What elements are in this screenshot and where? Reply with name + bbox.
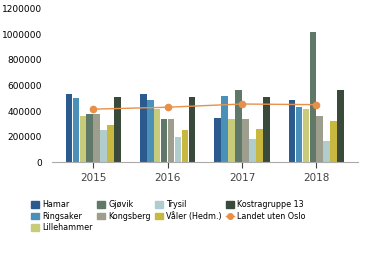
Bar [86, 114, 93, 162]
Bar [303, 109, 309, 162]
Bar [317, 116, 323, 162]
Bar [182, 130, 188, 162]
Bar [228, 119, 235, 162]
Bar [330, 121, 337, 162]
Bar [324, 141, 330, 162]
Landet uten Oslo [314, 103, 318, 106]
Bar [154, 109, 161, 162]
Bar [114, 97, 121, 162]
Legend: Hamar, Ringsaker, Lillehammer, Gjøvik, Kongsberg, Trysil, Våler (Hedm.), Kostrag: Hamar, Ringsaker, Lillehammer, Gjøvik, K… [31, 200, 306, 232]
Bar [100, 130, 107, 162]
Bar [80, 116, 86, 162]
Bar [93, 114, 100, 162]
Bar [189, 97, 195, 162]
Bar [235, 90, 242, 162]
Bar [214, 118, 221, 162]
Bar [175, 137, 182, 162]
Bar [289, 100, 295, 162]
Bar [242, 119, 249, 162]
Bar [296, 107, 302, 162]
Landet uten Oslo [91, 108, 96, 111]
Bar [263, 97, 270, 162]
Bar [249, 139, 256, 162]
Bar [107, 125, 114, 162]
Bar [73, 98, 79, 162]
Bar [310, 32, 316, 162]
Bar [66, 94, 72, 162]
Bar [337, 90, 344, 162]
Bar [168, 119, 175, 162]
Bar [147, 100, 154, 162]
Line: Landet uten Oslo: Landet uten Oslo [90, 101, 320, 112]
Bar [140, 94, 146, 162]
Landet uten Oslo [240, 102, 244, 106]
Bar [161, 119, 168, 162]
Bar [256, 129, 263, 162]
Landet uten Oslo [165, 106, 170, 109]
Bar [221, 96, 228, 162]
